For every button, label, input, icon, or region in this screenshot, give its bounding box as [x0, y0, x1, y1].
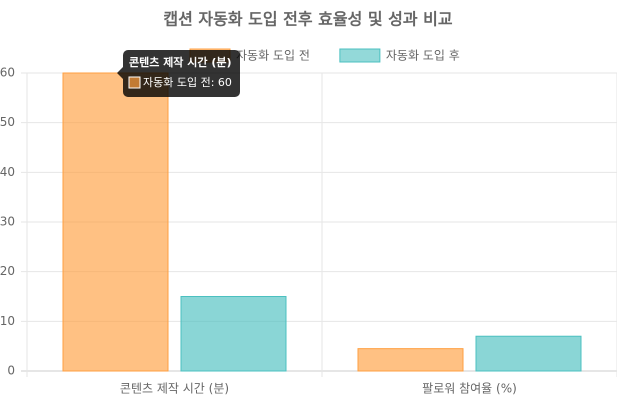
legend-label: 자동화 도입 전 — [236, 49, 310, 63]
legend-label: 자동화 도입 후 — [386, 49, 460, 63]
tooltip-title: 콘텐츠 제작 시간 (분) — [129, 55, 232, 69]
y-tick-label: 0 — [7, 364, 15, 378]
tooltip-swatch — [128, 76, 141, 89]
tooltip-caret — [117, 67, 123, 79]
chart-title: 캡션 자동화 도입 전후 효율성 및 성과 비교 — [163, 10, 453, 29]
tooltip-box — [123, 50, 240, 97]
y-tick-label: 10 — [0, 314, 15, 328]
bar — [180, 296, 287, 372]
tooltip: 콘텐츠 제작 시간 (분) 자동화 도입 전: 60 — [117, 50, 240, 97]
y-tick-label: 60 — [0, 66, 15, 80]
y-tick-label: 30 — [0, 215, 15, 229]
x-tick-label: 콘텐츠 제작 시간 (분) — [120, 382, 229, 396]
x-tick-label: 팔로워 참여율 (%) — [422, 382, 517, 396]
legend-swatch — [339, 48, 381, 63]
y-tick-label: 40 — [0, 165, 15, 179]
y-tick-label: 20 — [0, 264, 15, 278]
y-tick-label: 50 — [0, 115, 15, 129]
bar — [62, 72, 169, 372]
bar — [357, 348, 464, 372]
tooltip-label: 자동화 도입 전: 60 — [143, 76, 232, 89]
bar — [475, 335, 582, 372]
